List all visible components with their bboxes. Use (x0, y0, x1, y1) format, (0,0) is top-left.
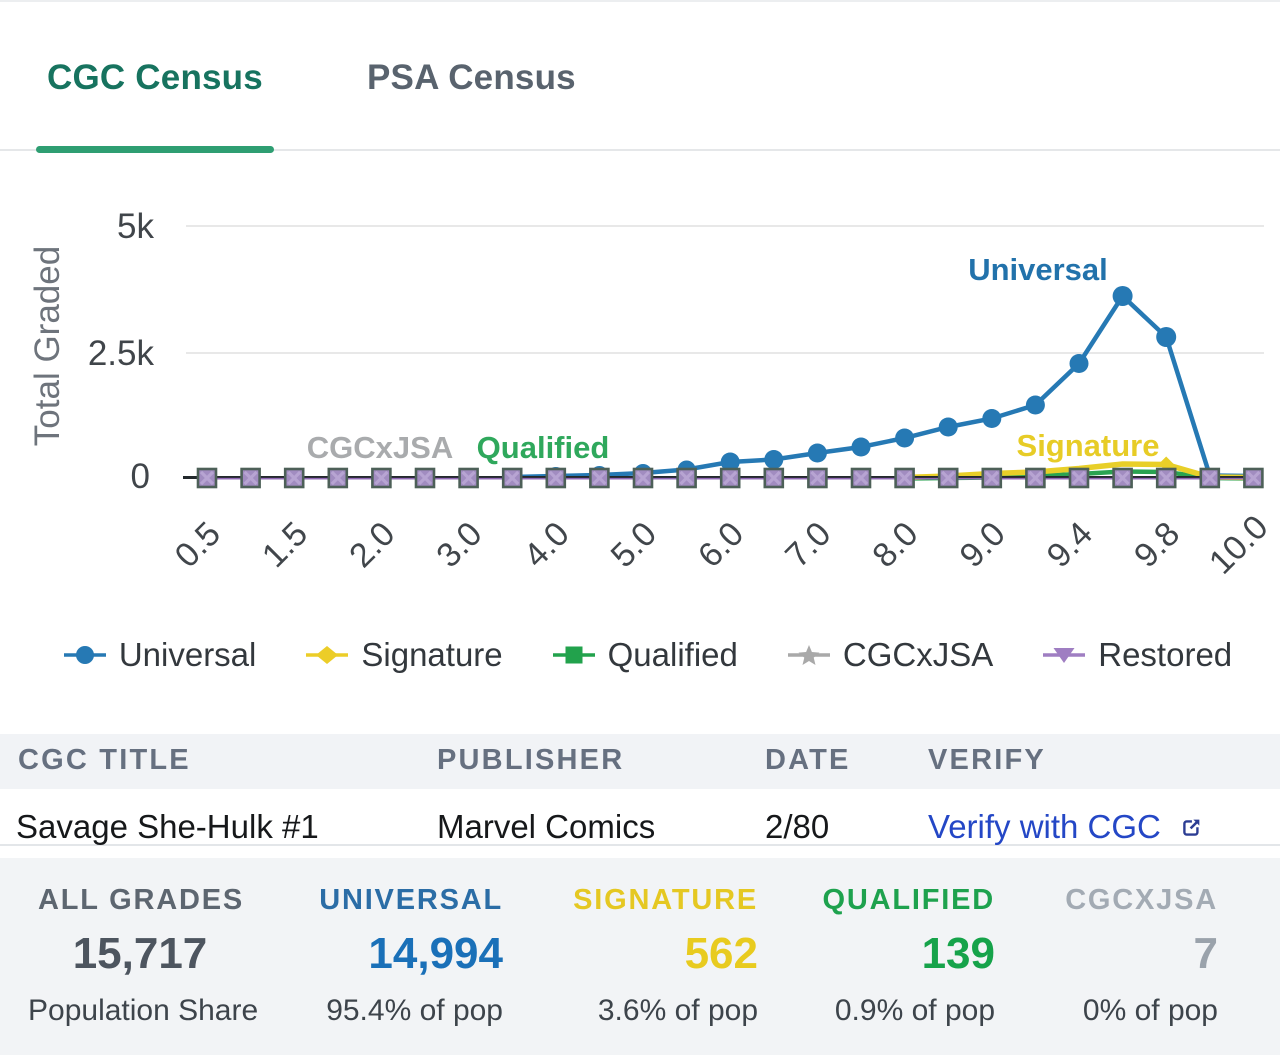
svg-text:CGCxJSA: CGCxJSA (307, 430, 453, 465)
svg-text:7.0: 7.0 (778, 515, 838, 575)
svg-text:8.0: 8.0 (865, 515, 925, 575)
svg-text:5.0: 5.0 (604, 515, 664, 575)
svg-text:5k: 5k (117, 207, 154, 246)
svg-text:1.5: 1.5 (255, 515, 315, 575)
svg-text:0: 0 (131, 457, 150, 496)
svg-text:Total Graded: Total Graded (28, 246, 67, 446)
svg-text:9.4: 9.4 (1040, 515, 1100, 575)
svg-text:9.8: 9.8 (1127, 515, 1187, 575)
svg-text:3.0: 3.0 (429, 515, 489, 575)
svg-text:6.0: 6.0 (691, 515, 751, 575)
svg-text:2.5k: 2.5k (88, 334, 155, 373)
svg-text:2.0: 2.0 (342, 515, 402, 575)
svg-text:10.0: 10.0 (1202, 508, 1276, 582)
svg-text:Signature: Signature (1017, 428, 1160, 463)
svg-text:0.5: 0.5 (168, 515, 228, 575)
svg-text:9.0: 9.0 (953, 515, 1013, 575)
svg-text:Universal: Universal (968, 252, 1108, 287)
svg-text:4.0: 4.0 (517, 515, 577, 575)
svg-text:Qualified: Qualified (477, 430, 610, 465)
